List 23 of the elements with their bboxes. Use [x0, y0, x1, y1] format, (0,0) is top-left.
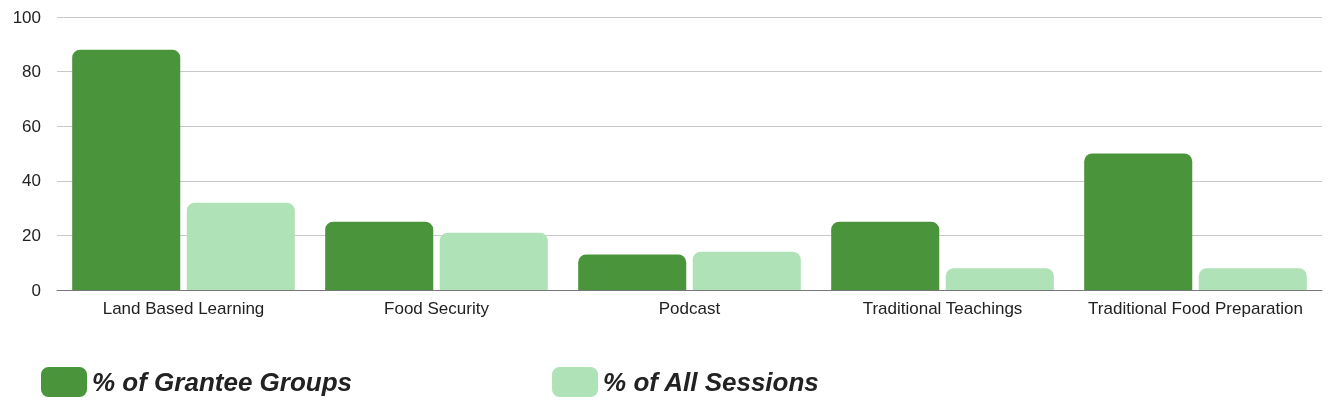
x-tick-label: Traditional Food Preparation — [1088, 299, 1303, 318]
y-tick-label: 100 — [12, 7, 41, 27]
bar — [325, 221, 434, 290]
bar — [1084, 153, 1193, 290]
x-tick-label: Land Based Learning — [102, 299, 265, 318]
bar — [439, 232, 548, 290]
x-tick-label: Food Security — [384, 299, 490, 318]
bar — [578, 254, 687, 290]
y-tick-label: 60 — [22, 116, 41, 136]
bar — [186, 202, 295, 290]
bar — [945, 268, 1054, 290]
x-tick-label: Traditional Teachings — [862, 299, 1023, 318]
y-tick-label: 0 — [31, 280, 41, 300]
bar — [831, 221, 940, 290]
bar — [692, 251, 801, 290]
y-tick-label: 20 — [22, 225, 41, 245]
legend-label: % of Grantee Groups — [92, 367, 353, 397]
bar — [1198, 268, 1307, 290]
bar — [72, 49, 181, 290]
x-tick-label: Podcast — [658, 299, 721, 318]
y-tick-label: 80 — [22, 62, 41, 82]
legend-label: % of All Sessions — [603, 367, 819, 397]
y-tick-label: 40 — [22, 171, 41, 191]
